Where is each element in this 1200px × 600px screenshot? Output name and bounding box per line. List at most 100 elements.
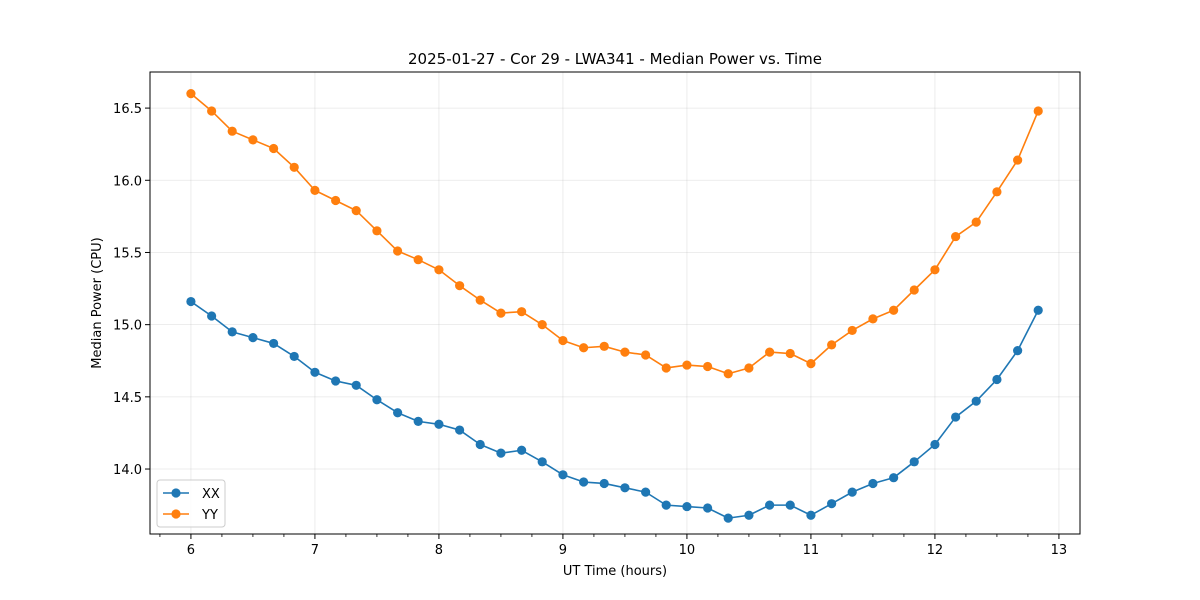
y-tick-label: 15.0 [113, 319, 142, 334]
data-point-xx [930, 439, 940, 450]
data-point-yy [289, 162, 299, 172]
data-point-yy [269, 143, 279, 154]
data-point-yy [1013, 155, 1023, 165]
data-point-yy [785, 348, 795, 359]
data-point-xx [682, 501, 692, 512]
data-point-yy [661, 363, 671, 373]
x-tick-label: 6 [187, 543, 195, 558]
data-point-xx [992, 374, 1002, 385]
data-point-xx [703, 503, 713, 513]
data-point-yy [351, 206, 361, 216]
data-point-xx [889, 473, 899, 483]
y-tick-label: 16.0 [113, 174, 142, 189]
data-point-xx [620, 483, 630, 493]
data-point-xx [351, 380, 361, 390]
data-point-xx [537, 457, 547, 467]
data-point-yy [827, 340, 837, 350]
data-point-yy [909, 285, 919, 295]
data-point-yy [951, 231, 961, 242]
data-point-yy [393, 246, 403, 256]
x-tick-label: 9 [559, 543, 567, 558]
data-point-yy [496, 308, 506, 318]
legend-label-xx: XX [202, 487, 220, 502]
data-point-yy [992, 187, 1002, 197]
y-tick-label: 15.5 [113, 246, 142, 261]
data-point-yy [868, 314, 878, 324]
data-point-yy [558, 335, 568, 346]
legend: XX YY [156, 479, 226, 528]
data-point-xx [558, 470, 568, 480]
data-point-yy [723, 369, 733, 379]
data-point-xx [496, 448, 506, 458]
legend-marker-xx [171, 488, 181, 498]
data-point-xx [1013, 346, 1023, 356]
y-tick-label: 14.5 [113, 391, 142, 406]
grid [150, 72, 1080, 534]
series-line-xx [190, 300, 1039, 519]
data-point-yy [620, 347, 630, 357]
y-tick-label: 16.5 [113, 102, 142, 117]
data-point-xx [909, 457, 919, 467]
data-point-xx [475, 439, 485, 450]
data-point-xx [951, 412, 961, 422]
data-point-xx [331, 376, 341, 386]
data-point-xx [765, 500, 775, 510]
data-point-xx [827, 499, 837, 509]
data-point-xx [806, 510, 816, 520]
chart-title: 2025-01-27 - Cor 29 - LWA341 - Median Po… [408, 50, 822, 68]
y-tick-label: 14.0 [113, 463, 142, 478]
data-point-xx [289, 351, 299, 362]
data-point-yy [434, 265, 444, 275]
data-point-xx [579, 477, 589, 487]
data-point-xx [1033, 305, 1043, 315]
data-point-yy [703, 361, 713, 372]
data-point-xx [434, 419, 444, 429]
data-point-xx [868, 478, 878, 489]
data-point-xx [599, 478, 609, 489]
plot-series [186, 89, 1043, 523]
data-point-xx [641, 487, 651, 497]
data-point-xx [269, 338, 279, 349]
data-point-yy [310, 185, 320, 195]
data-point-xx [248, 333, 258, 343]
data-point-yy [331, 195, 341, 206]
data-point-yy [186, 89, 196, 99]
data-point-yy [207, 106, 217, 116]
data-point-yy [372, 226, 382, 236]
data-point-xx [723, 513, 733, 523]
data-point-xx [785, 500, 795, 510]
data-point-yy [579, 343, 589, 353]
data-point-yy [599, 341, 609, 351]
data-point-yy [971, 217, 981, 227]
data-point-xx [744, 510, 754, 520]
data-point-yy [889, 305, 899, 315]
data-point-yy [1033, 106, 1043, 116]
data-point-xx [847, 487, 857, 497]
data-point-yy [517, 307, 527, 317]
data-point-xx [393, 408, 403, 418]
x-tick-label: 12 [927, 543, 944, 558]
data-point-xx [227, 327, 237, 337]
data-point-xx [372, 395, 382, 405]
data-point-xx [186, 296, 196, 307]
data-point-yy [227, 126, 237, 136]
x-tick-label: 10 [679, 543, 696, 558]
x-tick-label: 7 [311, 543, 319, 558]
data-point-yy [806, 359, 816, 369]
data-point-yy [248, 135, 258, 145]
data-point-yy [641, 350, 651, 360]
axis-ticks: 6 7 8 9 10 11 12 13 14.0 14.5 15.0 15.5 16.0 16.5 [113, 102, 1067, 558]
data-point-yy [455, 281, 465, 291]
data-point-xx [517, 445, 527, 455]
plot-area-frame [149, 71, 1081, 535]
data-point-yy [475, 295, 485, 305]
legend-label-yy: YY [201, 508, 218, 523]
data-point-yy [765, 347, 775, 357]
series-line-yy [190, 93, 1039, 375]
data-point-xx [413, 416, 423, 426]
x-tick-label: 11 [803, 543, 820, 558]
x-tick-label: 13 [1051, 543, 1068, 558]
data-point-yy [537, 320, 547, 330]
legend-marker-yy [171, 509, 181, 519]
